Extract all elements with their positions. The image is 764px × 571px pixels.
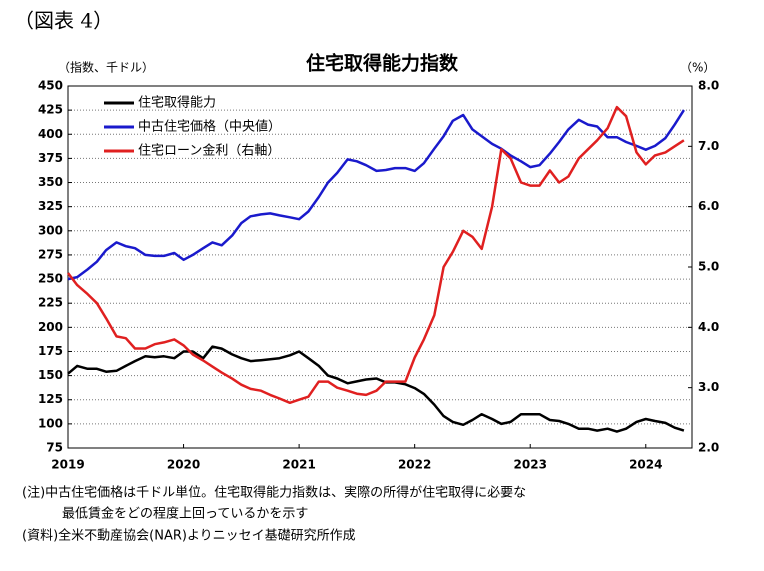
y2-axis-label: （%） xyxy=(680,61,715,75)
y2-tick-label: 2.0 xyxy=(698,441,719,455)
series-line xyxy=(67,345,685,433)
y-tick-label: 375 xyxy=(38,151,63,165)
y-tick-label: 150 xyxy=(38,368,63,382)
x-tick-label: 2023 xyxy=(514,458,547,472)
x-tick-label: 2019 xyxy=(51,458,84,472)
y-axis-label: （指数、千ドル） xyxy=(58,60,154,75)
y2-tick-label: 7.0 xyxy=(698,139,719,153)
y2-tick-label: 8.0 xyxy=(698,79,719,93)
note: (資料)全米不動産協会(NAR)よりニッセイ基礎研究所作成 xyxy=(22,528,356,544)
y-tick-label: 350 xyxy=(38,175,63,189)
y-tick-label: 425 xyxy=(38,103,63,117)
y-tick-label: 275 xyxy=(38,247,63,261)
legend-label: 住宅取得能力 xyxy=(138,95,216,111)
plot-frame xyxy=(67,85,693,449)
legend-label: 住宅ローン金利（右軸） xyxy=(138,143,280,159)
y-tick-label: 125 xyxy=(38,392,63,406)
note: (注)中古住宅価格は千ドル単位。住宅取得能力指数は、実際の所得が住宅取得に必要な xyxy=(22,485,526,501)
y-tick-label: 75 xyxy=(46,441,63,455)
y-tick-label: 200 xyxy=(38,320,63,334)
x-tick-label: 2020 xyxy=(167,458,200,472)
note: 最低賃金をどの程度上回っているかを示す xyxy=(62,506,308,522)
y2-tick-label: 4.0 xyxy=(698,320,719,334)
y-tick-label: 100 xyxy=(38,416,63,430)
y-tick-label: 300 xyxy=(38,223,63,237)
chart-title: 住宅取得能力指数 xyxy=(306,52,459,75)
series-line xyxy=(67,105,685,405)
y2-tick-label: 5.0 xyxy=(698,260,719,274)
x-tick-label: 2024 xyxy=(629,458,662,472)
x-tick-label: 2021 xyxy=(282,458,315,472)
y2-tick-label: 3.0 xyxy=(698,380,719,394)
y-tick-label: 250 xyxy=(38,272,63,286)
y-tick-label: 175 xyxy=(38,344,63,358)
header: （図表 4） xyxy=(14,9,113,33)
y-tick-label: 450 xyxy=(38,79,63,93)
y-tick-label: 325 xyxy=(38,199,63,213)
y-tick-label: 225 xyxy=(38,296,63,310)
legend-label: 中古住宅価格（中央値） xyxy=(138,119,281,135)
series-line xyxy=(67,109,685,281)
x-tick-label: 2022 xyxy=(398,458,431,472)
y-tick-label: 400 xyxy=(38,127,63,141)
y2-tick-label: 6.0 xyxy=(698,199,719,213)
